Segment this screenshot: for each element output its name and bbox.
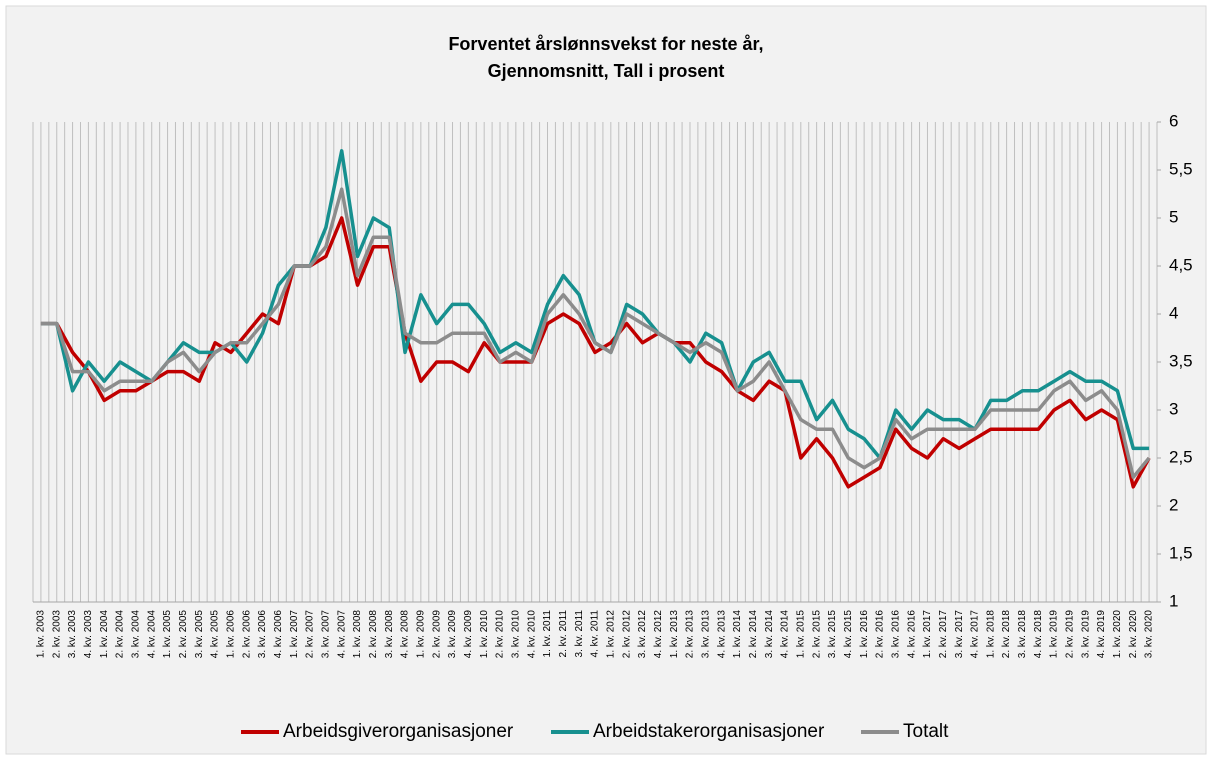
y-tick-label: 4,5 — [1169, 255, 1193, 274]
y-tick-label: 1,5 — [1169, 543, 1193, 562]
legend-label: Arbeidsgiverorganisasjoner — [283, 721, 514, 742]
x-tick-label: 2. kv. 2010 — [495, 610, 506, 659]
x-tick-label: 3. kv. 2019 — [1080, 610, 1091, 659]
x-tick-label: 3. kv. 2003 — [67, 610, 78, 659]
series-line — [40, 187, 1151, 479]
x-tick-label: 1. kv. 2012 — [605, 610, 616, 659]
x-tick-label: 4. kv. 2017 — [970, 610, 981, 659]
x-tick-label: 1. kv. 2014 — [732, 610, 743, 659]
x-tick-label: 1. kv. 2004 — [99, 610, 110, 659]
x-tick-label: 3. kv. 2010 — [510, 610, 521, 659]
y-tick-label: 3,5 — [1169, 351, 1193, 370]
x-tick-label: 3. kv. 2012 — [637, 610, 648, 659]
x-tick-label: 2. kv. 2012 — [621, 610, 632, 659]
x-tick-label: 2. kv. 2013 — [685, 610, 696, 659]
x-tick-label: 2. kv. 2005 — [178, 610, 189, 659]
x-tick-label: 1. kv. 2017 — [922, 610, 933, 659]
x-tick-label: 3. kv. 2011 — [574, 610, 585, 658]
y-tick-label: 4 — [1169, 303, 1178, 322]
x-tick-label: 4. kv. 2015 — [843, 610, 854, 659]
x-tick-label: 4. kv. 2019 — [1096, 610, 1107, 659]
x-tick-label: 1. kv. 2011 — [542, 610, 553, 658]
x-tick-label: 4. kv. 2009 — [463, 610, 474, 659]
x-tick-label: 2. kv. 2007 — [305, 610, 316, 659]
x-tick-label: 1. kv. 2019 — [1049, 610, 1060, 659]
x-tick-label: 4. kv. 2011 — [590, 610, 601, 658]
x-tick-label: 2. kv. 2017 — [938, 610, 949, 659]
x-tick-label: 2. kv. 2018 — [1001, 610, 1012, 659]
x-tick-label: 1. kv. 2015 — [795, 610, 806, 659]
x-tick-label: 4. kv. 2004 — [146, 610, 157, 659]
y-tick-label: 6 — [1169, 111, 1178, 130]
x-tick-label: 4. kv. 2005 — [210, 610, 221, 659]
x-tick-label: 2. kv. 2016 — [875, 610, 886, 659]
y-tick-label: 2,5 — [1169, 447, 1193, 466]
x-tick-label: 3. kv. 2013 — [700, 610, 711, 659]
x-tick-label: 1. kv. 2018 — [985, 610, 996, 659]
x-tick-label: 2. kv. 2009 — [431, 610, 442, 659]
x-tick-label: 2. kv. 2003 — [51, 610, 62, 659]
x-tick-label: 4. kv. 2007 — [336, 610, 347, 659]
x-tick-label: 1. kv. 2007 — [289, 610, 300, 659]
x-tick-label: 1. kv. 2020 — [1112, 610, 1123, 659]
x-tick-label: 4. kv. 2013 — [716, 610, 727, 659]
chart-background — [5, 5, 1207, 755]
x-tick-label: 3. kv. 2020 — [1144, 610, 1155, 659]
x-tick-label: 3. kv. 2008 — [384, 610, 395, 659]
chart-title: Forventet årslønnsvekst for neste år, — [448, 34, 763, 54]
y-tick-label: 2 — [1169, 495, 1178, 514]
x-tick-label: 4. kv. 2010 — [526, 610, 537, 659]
x-tick-label: 1. kv. 2013 — [669, 610, 680, 659]
x-tick-label: 1. kv. 2016 — [859, 610, 870, 659]
y-tick-label: 3 — [1169, 399, 1178, 418]
chart-subtitle: Gjennomsnitt, Tall i prosent — [488, 61, 725, 81]
x-tick-label: 3. kv. 2005 — [194, 610, 205, 659]
x-tick-label: 4. kv. 2003 — [83, 610, 94, 659]
x-tick-label: 1. kv. 2003 — [36, 610, 47, 659]
x-tick-label: 3. kv. 2016 — [890, 610, 901, 659]
x-tick-label: 2. kv. 2020 — [1128, 610, 1139, 659]
x-tick-label: 4. kv. 2018 — [1033, 610, 1044, 659]
x-tick-label: 4. kv. 2014 — [780, 610, 791, 659]
x-tick-label: 2. kv. 2011 — [558, 610, 569, 658]
x-tick-label: 2. kv. 2019 — [1065, 610, 1076, 659]
x-tick-label: 1. kv. 2010 — [479, 610, 490, 659]
x-tick-label: 3. kv. 2015 — [827, 610, 838, 659]
x-tick-label: 4. kv. 2012 — [653, 610, 664, 659]
x-tick-label: 1. kv. 2009 — [415, 610, 426, 659]
series-line — [40, 216, 1151, 489]
x-tick-label: 3. kv. 2007 — [321, 610, 332, 659]
x-tick-label: 3. kv. 2018 — [1017, 610, 1028, 659]
x-tick-label: 2. kv. 2004 — [115, 610, 126, 659]
x-tick-label: 2. kv. 2014 — [748, 610, 759, 659]
x-tick-label: 1. kv. 2006 — [226, 610, 237, 659]
x-tick-label: 4. kv. 2008 — [400, 610, 411, 659]
x-tick-label: 3. kv. 2006 — [257, 610, 268, 659]
legend-label: Totalt — [903, 721, 949, 742]
x-tick-label: 3. kv. 2017 — [954, 610, 965, 659]
y-tick-label: 5 — [1169, 207, 1178, 226]
x-tick-label: 1. kv. 2008 — [352, 610, 363, 659]
x-tick-label: 1. kv. 2005 — [162, 610, 173, 659]
x-tick-label: 3. kv. 2004 — [131, 610, 142, 659]
x-tick-label: 2. kv. 2006 — [241, 610, 252, 659]
x-tick-label: 2. kv. 2015 — [811, 610, 822, 659]
x-tick-label: 2. kv. 2008 — [368, 610, 379, 659]
x-tick-label: 4. kv. 2016 — [906, 610, 917, 659]
legend-label: Arbeidstakerorganisasjoner — [593, 721, 825, 742]
x-tick-label: 3. kv. 2009 — [447, 610, 458, 659]
x-tick-label: 4. kv. 2006 — [273, 610, 284, 659]
y-tick-label: 5,5 — [1169, 159, 1193, 178]
x-tick-label: 3. kv. 2014 — [764, 610, 775, 659]
y-tick-label: 1 — [1169, 591, 1178, 610]
